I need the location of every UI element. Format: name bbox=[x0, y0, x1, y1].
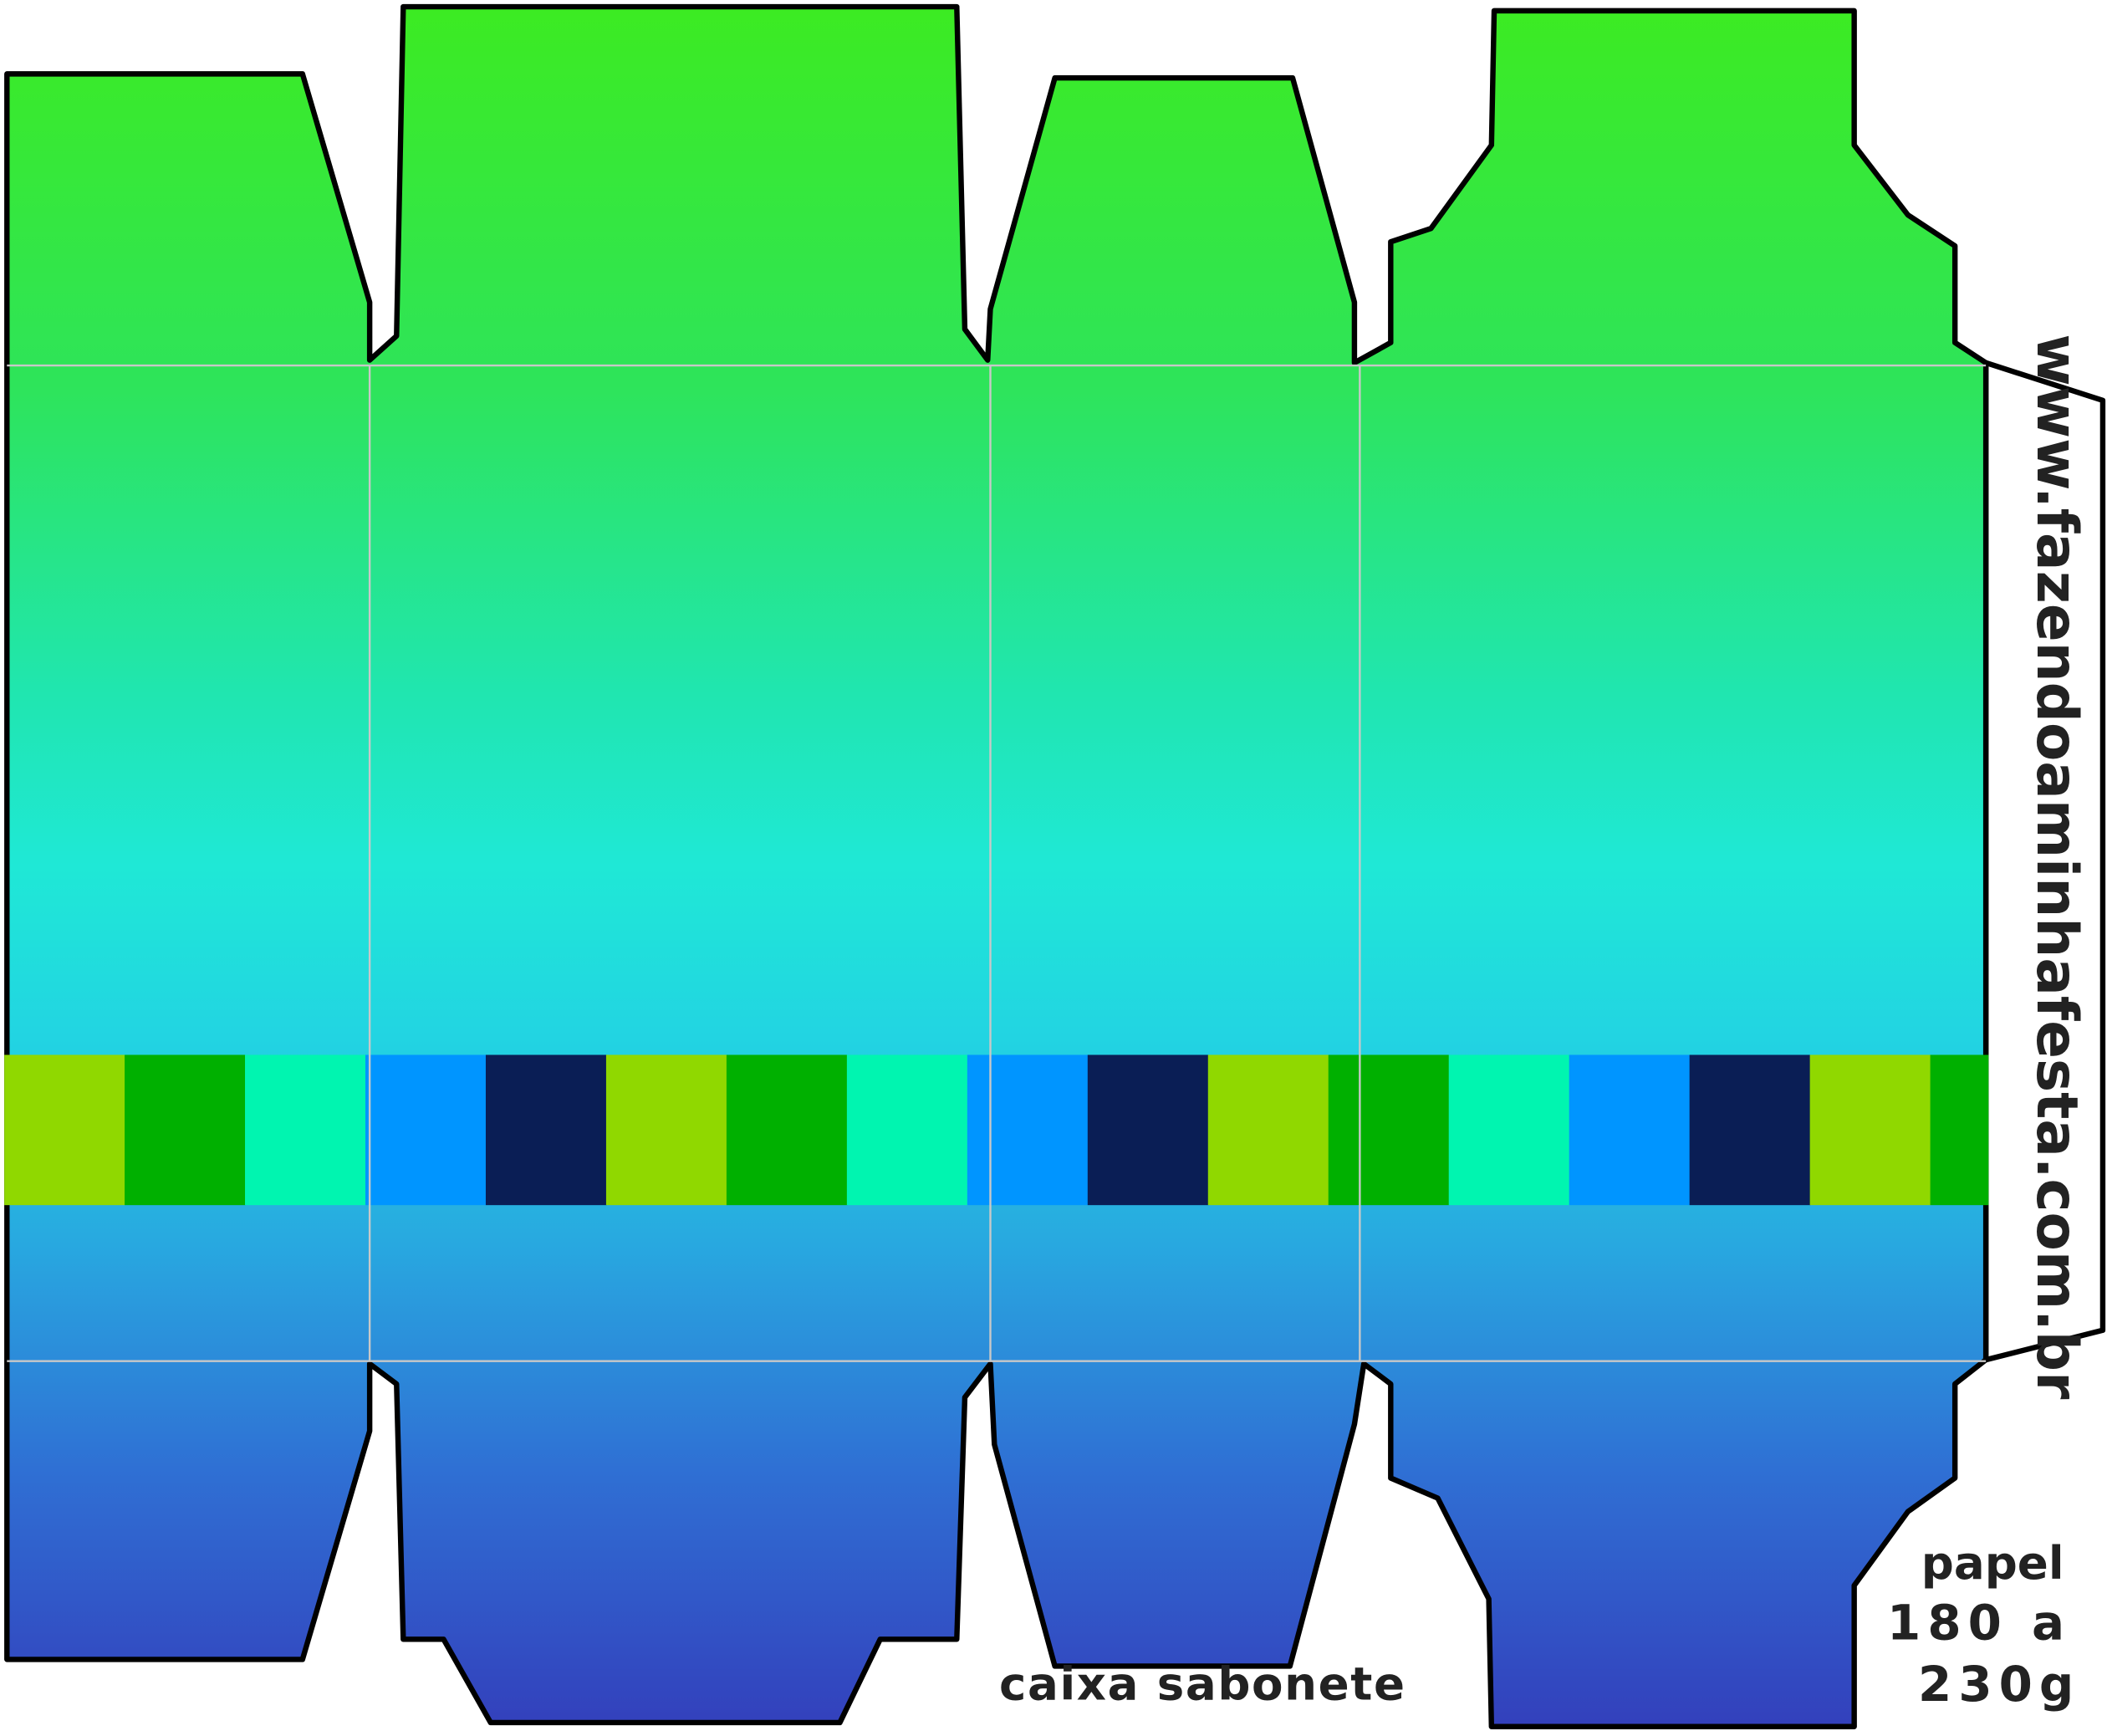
stripe bbox=[1207, 1054, 1329, 1206]
stripe-band bbox=[4, 1054, 1989, 1206]
paper-line: 180 a bbox=[1887, 1594, 2071, 1651]
stripe bbox=[1809, 1054, 1931, 1206]
stripe bbox=[4, 1054, 125, 1206]
paper-line: papel bbox=[1921, 1536, 2064, 1590]
stripe bbox=[485, 1054, 607, 1206]
box-label: caixa sabonete bbox=[999, 1657, 1406, 1711]
stripe bbox=[846, 1054, 968, 1206]
fold-lines bbox=[7, 364, 1987, 1362]
stripe bbox=[125, 1054, 246, 1206]
paper-line: 230g bbox=[1918, 1656, 2080, 1713]
url-text: www.fazendoaminhafesta.com.br bbox=[2024, 334, 2090, 1400]
stripe bbox=[365, 1054, 487, 1206]
stripe bbox=[1689, 1054, 1811, 1206]
stripe bbox=[1448, 1054, 1570, 1206]
stripe bbox=[1569, 1054, 1691, 1206]
box-body bbox=[4, 3, 1989, 1729]
stripe bbox=[1328, 1054, 1450, 1206]
stripe bbox=[726, 1054, 848, 1206]
stripe bbox=[1930, 1054, 1989, 1206]
stripe bbox=[245, 1054, 366, 1206]
stripe bbox=[605, 1054, 727, 1206]
stripe bbox=[1087, 1054, 1209, 1206]
stripe bbox=[967, 1054, 1089, 1206]
